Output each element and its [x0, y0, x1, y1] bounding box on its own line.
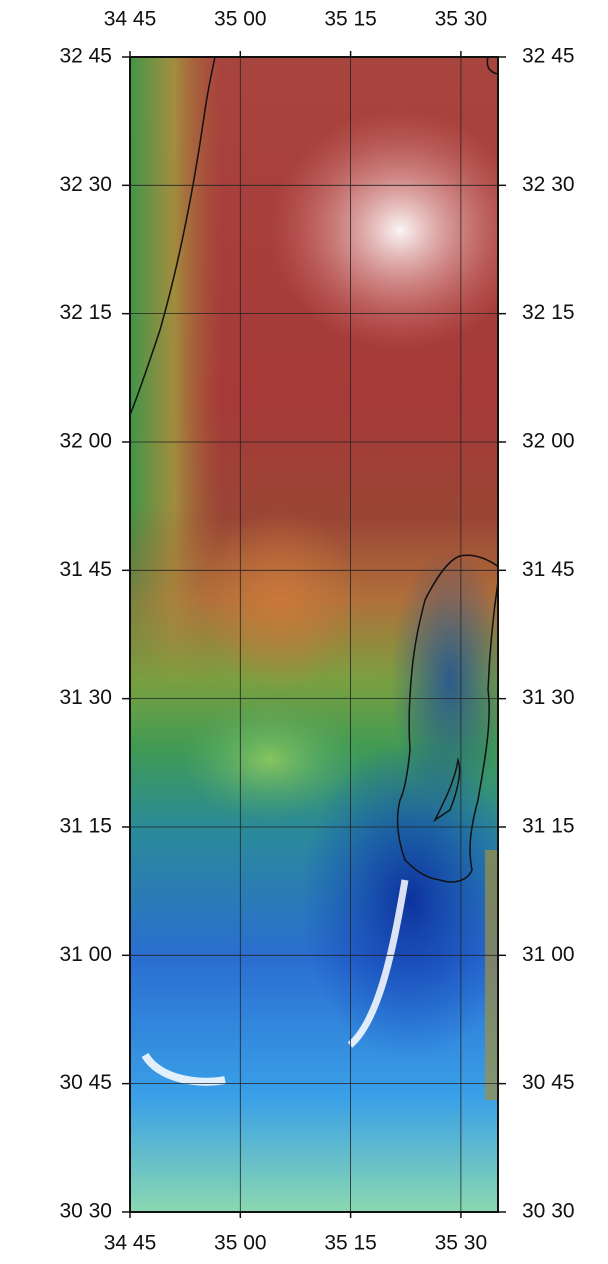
east-edge	[485, 850, 505, 1100]
left-label: 30 30	[59, 1200, 112, 1223]
top-label: 35 00	[214, 8, 267, 31]
bottom-label: 34 45	[104, 1232, 157, 1255]
bottom-label: 35 30	[435, 1232, 488, 1255]
left-label: 31 00	[59, 943, 112, 966]
left-label: 32 45	[59, 45, 112, 68]
map: 34 45 35 00 35 15 35 30 34 45 35 00 35 15 35 30…	[0, 0, 608, 1259]
right-label: 30 30	[522, 1200, 575, 1223]
left-label: 31 30	[59, 686, 112, 709]
right-label: 31 30	[522, 686, 575, 709]
right-label: 30 45	[522, 1071, 575, 1094]
page: {"axes": { "top": ["34 45", "35 00", "35…	[0, 0, 608, 1259]
hills	[200, 510, 360, 690]
right-label: 31 00	[522, 943, 575, 966]
right-label: 32 45	[522, 45, 575, 68]
left-label: 32 15	[59, 301, 112, 324]
top-label: 35 30	[435, 8, 488, 31]
right-label: 32 00	[522, 430, 575, 453]
left-label: 30 45	[59, 1071, 112, 1094]
top-label: 34 45	[104, 8, 157, 31]
right-label: 31 45	[522, 558, 575, 581]
left-label: 32 00	[59, 430, 112, 453]
right-label: 32 15	[522, 301, 575, 324]
relief	[130, 57, 530, 1212]
left-label: 31 15	[59, 815, 112, 838]
left-label: 32 30	[59, 173, 112, 196]
left-label: 31 45	[59, 558, 112, 581]
top-label: 35 15	[324, 8, 377, 31]
right-label: 32 30	[522, 173, 575, 196]
bottom-label: 35 00	[214, 1232, 267, 1255]
right-label: 31 15	[522, 815, 575, 838]
bottom-label: 35 15	[324, 1232, 377, 1255]
